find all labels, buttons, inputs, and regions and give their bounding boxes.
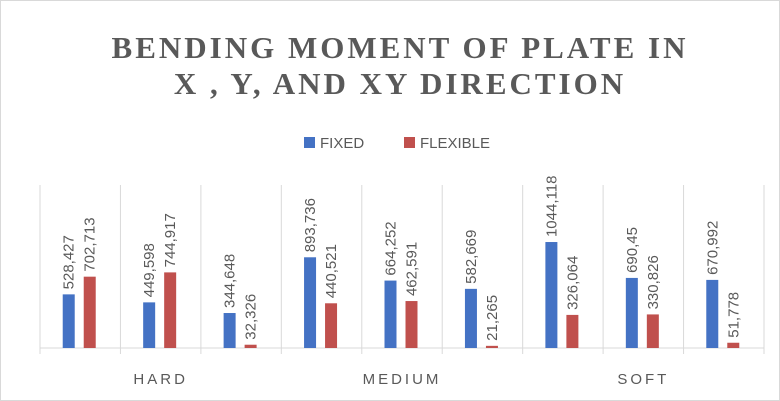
bar bbox=[325, 303, 338, 348]
data-label: 744,917 bbox=[162, 213, 179, 267]
bar bbox=[566, 314, 579, 348]
data-label: 330,826 bbox=[645, 255, 662, 309]
legend-swatch bbox=[304, 137, 315, 148]
group-label: MEDIUM bbox=[363, 371, 442, 388]
data-label: 32,326 bbox=[243, 294, 260, 340]
chart-title: X , Y, AND XY DIRECTION bbox=[174, 66, 626, 101]
bar bbox=[646, 314, 659, 348]
data-label: 51,778 bbox=[725, 292, 742, 338]
data-label: 690,45 bbox=[624, 227, 641, 273]
data-label: 664,252 bbox=[383, 221, 400, 275]
bar bbox=[384, 280, 397, 348]
chart-title: BENDING MOMENT OF PLATE IN bbox=[112, 30, 689, 65]
bar bbox=[244, 344, 257, 348]
data-label: 670,992 bbox=[704, 221, 721, 275]
bar bbox=[405, 301, 418, 348]
bar bbox=[464, 288, 477, 348]
group-label: HARD bbox=[133, 371, 188, 388]
data-label: 1044,118 bbox=[543, 176, 560, 237]
legend-swatch bbox=[404, 137, 415, 148]
group-label: SOFT bbox=[617, 371, 669, 388]
data-label: 440,521 bbox=[323, 244, 340, 298]
data-label: 582,669 bbox=[463, 230, 480, 284]
legend-label: FLEXIBLE bbox=[420, 135, 490, 152]
data-label: 449,598 bbox=[141, 243, 158, 297]
bar bbox=[545, 242, 558, 348]
bar bbox=[625, 277, 638, 348]
data-label: 462,591 bbox=[404, 242, 421, 296]
bar bbox=[304, 257, 317, 348]
bar bbox=[164, 272, 177, 348]
bar bbox=[83, 276, 96, 348]
data-label: 21,265 bbox=[484, 295, 501, 341]
bar bbox=[485, 345, 498, 348]
bar bbox=[62, 294, 75, 348]
bar bbox=[143, 302, 156, 348]
data-label: 528,427 bbox=[61, 235, 78, 289]
data-label: 326,064 bbox=[564, 256, 581, 310]
bar bbox=[706, 279, 719, 348]
bar bbox=[727, 342, 740, 348]
data-label: 893,736 bbox=[302, 198, 319, 252]
data-label: 702,713 bbox=[82, 217, 99, 271]
legend-label: FIXED bbox=[320, 135, 364, 152]
bar bbox=[223, 313, 236, 348]
data-label: 344,648 bbox=[222, 254, 239, 308]
